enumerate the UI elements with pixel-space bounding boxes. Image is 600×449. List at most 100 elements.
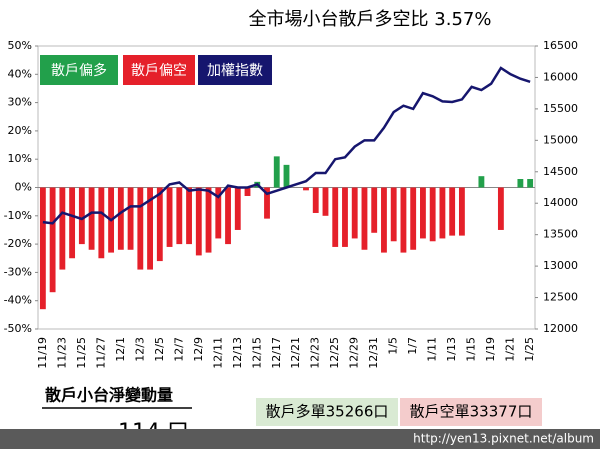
index-line [42,66,531,225]
y2-tick-label: 15000 [543,133,578,146]
bar [322,187,329,216]
y2-tick-label: 16500 [543,39,578,52]
y-tick-label: -20% [4,237,32,250]
bar [59,187,66,270]
bar [147,187,153,270]
bar [127,187,134,250]
watermark: http://yen13.pixnet.net/album [413,432,594,446]
x-tick-label: 1/7 [406,337,419,355]
y2-tick-label: 14000 [543,196,578,209]
legend-label: 散戶偏多 [51,62,107,79]
legend-swatch [123,55,195,85]
short-text: 散戶空單33377口 [410,403,533,421]
x-tick-label: 11/19 [36,337,49,369]
x-tick-label: 12/31 [367,337,380,369]
bar [400,187,407,253]
bar [156,187,163,262]
bar [458,187,465,236]
x-tick-label: 12/5 [153,337,166,362]
bar [410,187,417,250]
y-tick-label: -10% [4,209,32,222]
y2-tick-label: 14500 [543,165,578,178]
bar [225,187,231,245]
x-tick-label: 1/11 [426,337,439,362]
x-tick-label: 12/23 [309,337,322,369]
bar [303,187,309,191]
watermark-bar [0,429,600,449]
x-tick-label: 12/9 [192,337,205,362]
bar [195,187,202,256]
x-tick-label: 12/25 [328,337,341,369]
y-tick-label: 10% [8,152,32,165]
legend-label: 加權指數 [207,63,263,79]
bar [215,187,222,239]
bar [361,187,368,250]
x-tick-label: 12/13 [231,337,244,369]
x-tick-label: 12/15 [250,337,263,369]
bar [273,156,280,188]
x-tick-label: 1/21 [504,337,517,362]
bar [283,164,290,188]
bar [137,187,144,270]
bar [49,187,56,293]
legend-swatch [198,55,272,85]
short-box [400,398,542,426]
legend-label: 散戶偏空 [131,63,187,79]
y2-tick-label: 12500 [543,291,578,304]
x-tick-label: 12/11 [211,337,224,369]
bar [78,187,85,245]
legend-swatch [40,55,118,85]
x-tick-label: 11/25 [75,337,88,369]
bar [186,187,192,245]
y-tick-label: 0% [15,181,32,194]
y2-tick-label: 15500 [543,102,578,115]
bar [449,187,456,236]
bar [497,187,504,230]
x-tick-label: 12/3 [133,337,146,362]
x-tick-label: 1/19 [484,337,497,362]
x-tick-label: 11/23 [55,337,68,369]
x-tick-label: 1/5 [387,337,400,355]
x-tick-label: 1/25 [523,337,536,362]
bar [234,187,241,230]
bar [166,187,173,247]
bar [205,187,212,253]
bar [371,187,378,233]
x-tick-label: 11/27 [94,337,107,369]
long-text: 散戶多單35266口 [266,403,389,421]
chart-title: 全市場小台散戶多空比 3.57% [249,9,492,30]
x-tick-label: 1/15 [465,337,478,362]
y2-tick-label: 16000 [543,70,578,83]
x-tick-label: 12/7 [172,337,185,362]
bar [351,187,358,239]
bar [264,187,270,219]
y2-tick-label: 13000 [543,259,578,272]
long-box [256,398,398,426]
x-tick-label: 12/29 [348,337,361,369]
x-tick-label: 12/21 [289,337,302,369]
y2-tick-label: 13500 [543,228,578,241]
bar [439,187,446,239]
bar [39,187,46,310]
bar [244,187,251,196]
y-tick-label: 50% [8,39,32,52]
bar [69,187,76,259]
y-tick-label: 40% [8,67,32,80]
y-tick-label: -30% [4,265,32,278]
y-tick-label: -50% [4,322,32,335]
bar [312,187,319,213]
bar [517,179,524,188]
bar [88,187,95,250]
bar [332,187,339,247]
bar [390,187,397,242]
x-tick-label: 12/1 [114,337,127,362]
y-tick-label: -40% [4,294,32,307]
bar [342,187,348,247]
x-tick-label: 12/17 [270,337,283,369]
bar [420,187,426,239]
bar [429,187,436,242]
bar [117,187,124,250]
bar [478,176,485,188]
y2-tick-label: 12000 [543,322,578,335]
